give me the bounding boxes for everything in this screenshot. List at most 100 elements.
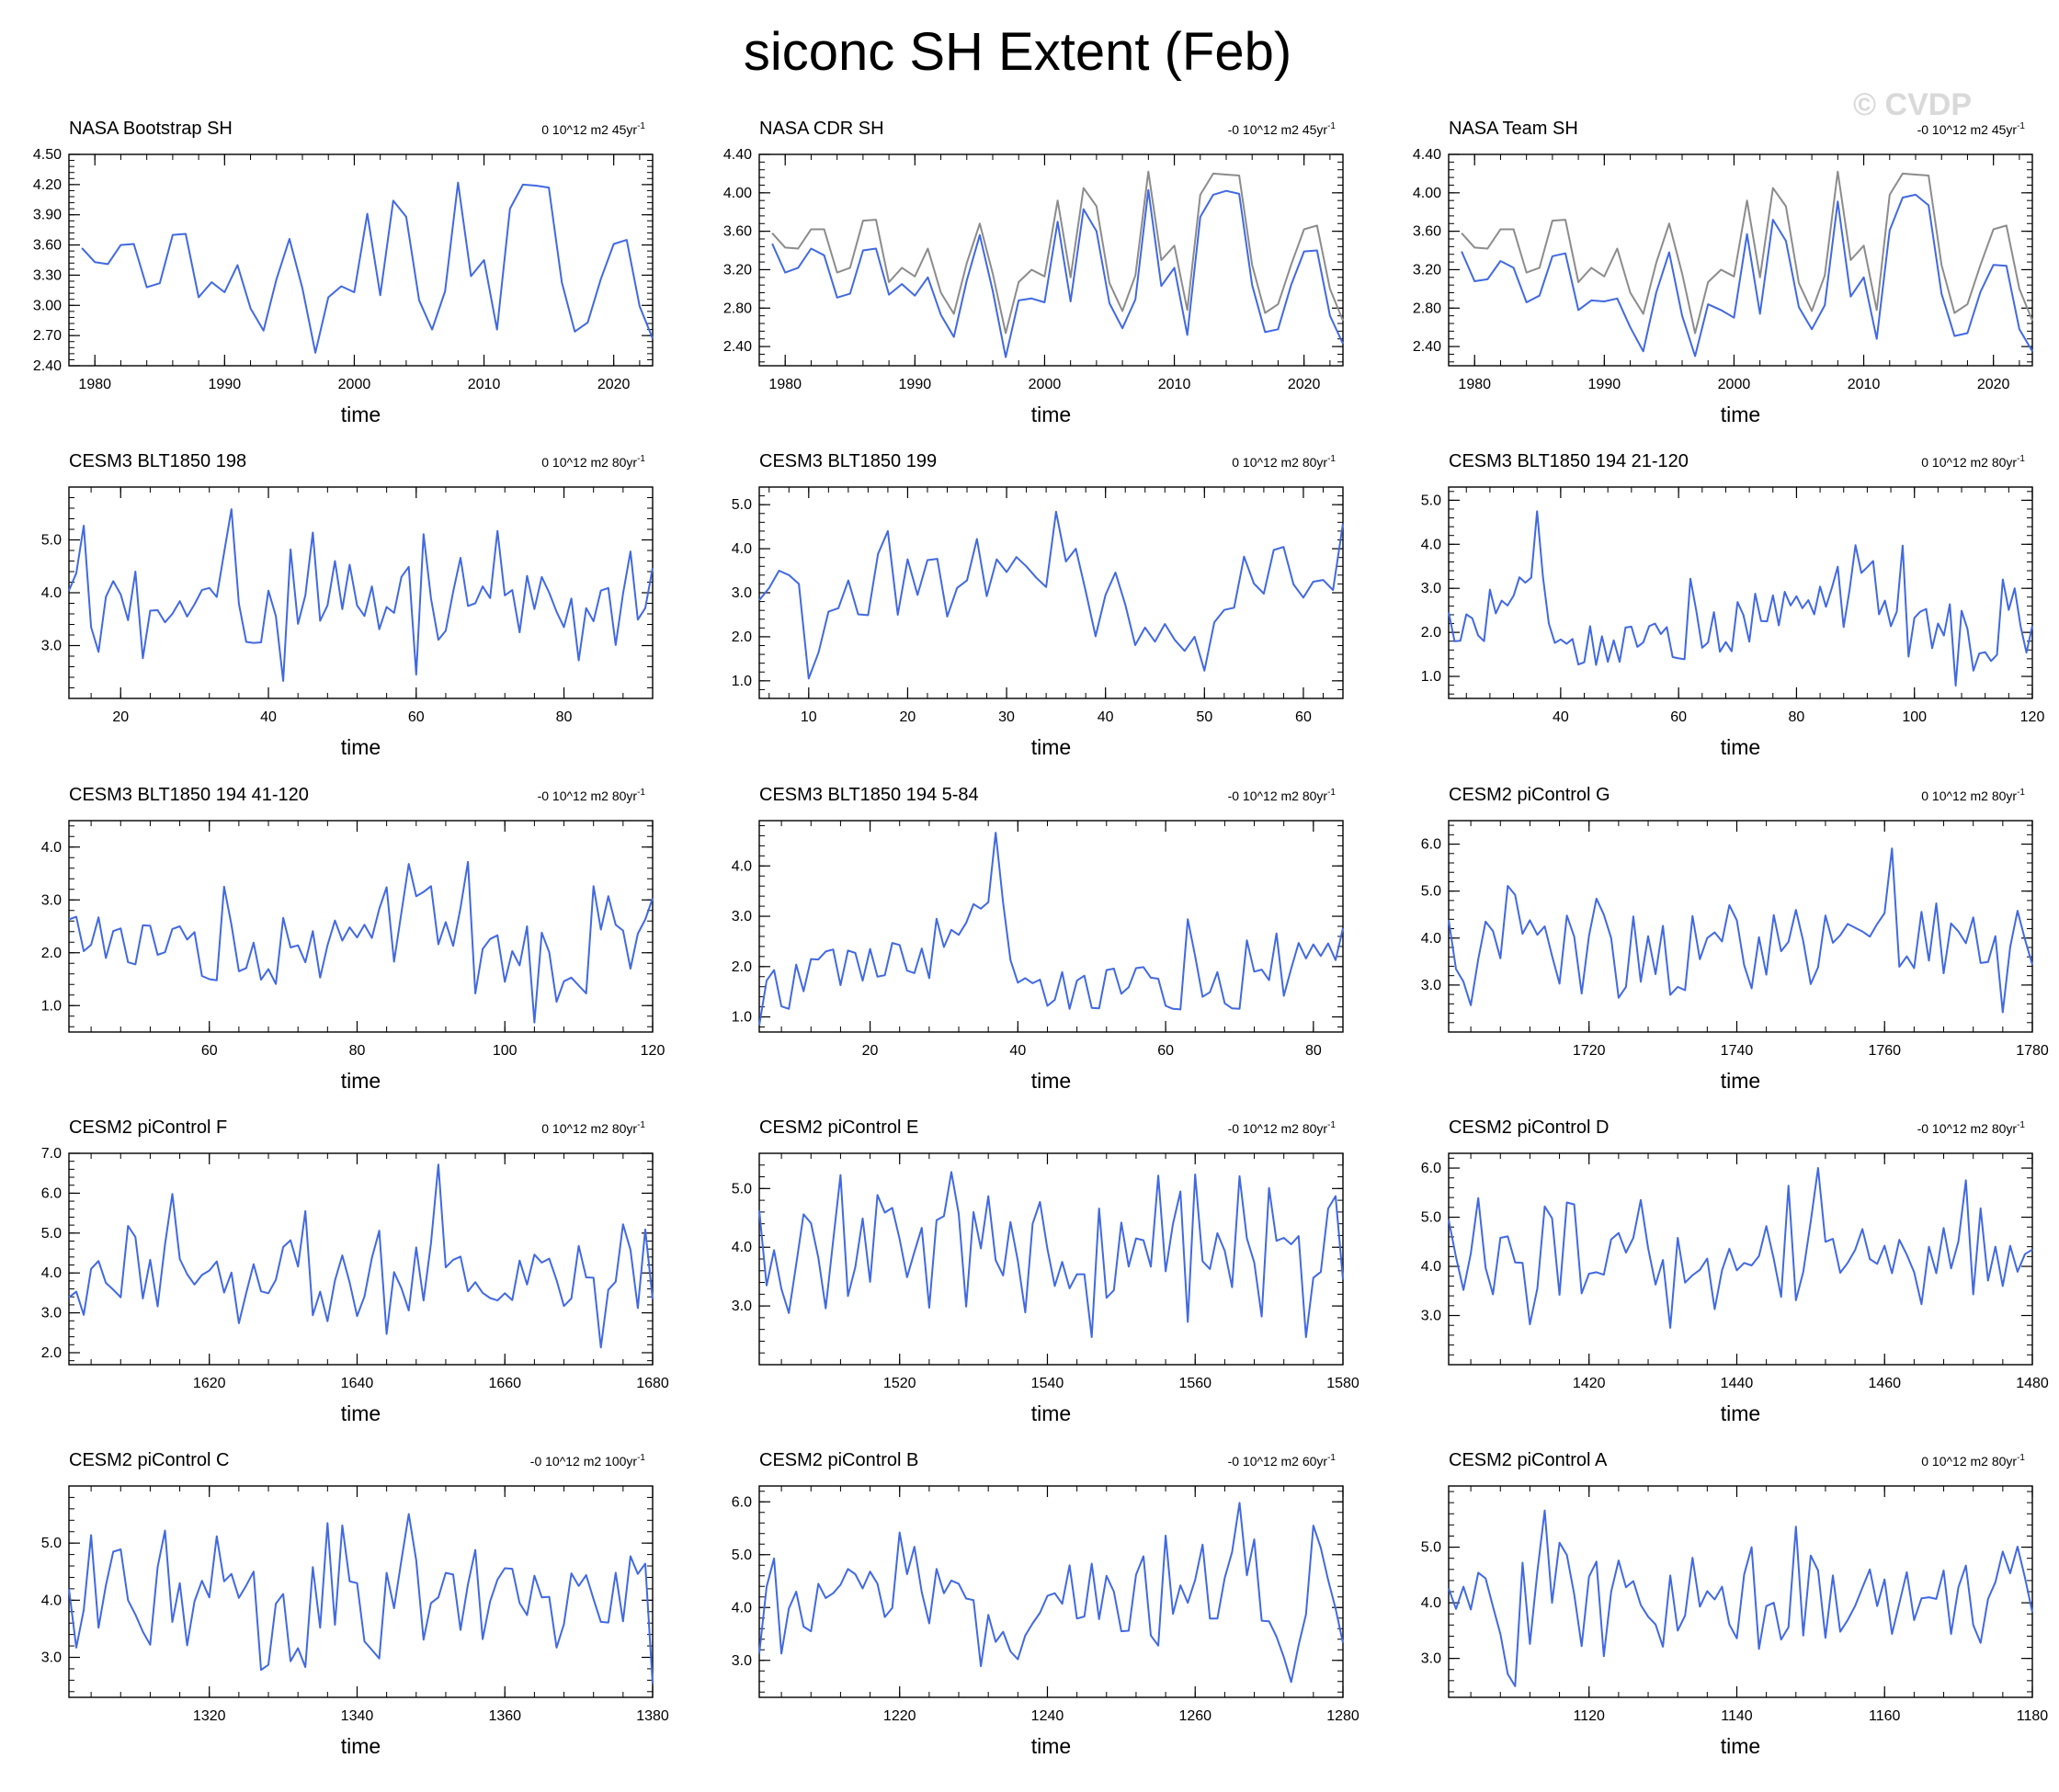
y-tick-label: 4.0	[732, 1600, 752, 1616]
y-tick-label: 4.0	[732, 1240, 752, 1255]
y-tick-label: 7.0	[41, 1146, 62, 1162]
x-axis-label: time	[1031, 403, 1071, 426]
y-tick-label: 3.60	[723, 224, 752, 240]
y-tick-label: 5.0	[1421, 493, 1441, 508]
plot-frame	[1448, 1152, 2033, 1366]
x-axis-label: time	[1721, 1069, 1760, 1093]
plot-frame	[68, 1152, 654, 1366]
series-line	[758, 510, 1344, 680]
x-tick-label: 1420	[1573, 1376, 1606, 1391]
x-tick-label: 1660	[488, 1376, 521, 1391]
panel-title: CESM2 piControl F	[69, 1117, 227, 1138]
chart-panel: CESM2 piControl B -0 10^12 m2 60yr-1 3.0 4.…	[732, 1450, 1359, 1758]
plot-frame	[68, 820, 654, 1033]
y-tick-label: 4.40	[1413, 147, 1441, 163]
x-tick-label: 60	[1295, 709, 1312, 725]
x-tick-label: 1480	[2016, 1376, 2049, 1391]
trend-label: -0 10^12 m2 80yr-1	[1917, 1120, 2026, 1136]
x-tick-label: 1990	[899, 377, 932, 392]
x-tick-label: 40	[1009, 1043, 1026, 1059]
y-tick-label: 3.0	[732, 1653, 752, 1669]
y-tick-label: 2.40	[1413, 339, 1441, 355]
x-axis-label: time	[341, 1734, 381, 1758]
panel-title: NASA Team SH	[1449, 119, 1578, 139]
y-tick-label: 3.0	[1421, 1309, 1441, 1324]
chart-panel: CESM2 piControl G 0 10^12 m2 80yr-1 3.0 4.0…	[1421, 785, 2049, 1093]
x-tick-label: 80	[1305, 1043, 1322, 1059]
trend-label: 0 10^12 m2 80yr-1	[1921, 454, 2025, 470]
y-tick-label: 3.0	[41, 639, 62, 654]
x-tick-label: 1740	[1721, 1043, 1754, 1059]
x-axis-label: time	[1031, 735, 1071, 759]
x-tick-label: 1680	[636, 1376, 669, 1391]
y-tick-label: 3.30	[33, 267, 62, 283]
y-tick-label: 5.0	[41, 1536, 62, 1551]
x-axis-label: time	[1721, 1734, 1760, 1758]
y-tick-label: 3.0	[41, 1650, 62, 1665]
x-axis-label: time	[341, 1401, 381, 1425]
trend-text: -0 10^12 m2 45yr	[1917, 122, 2018, 137]
y-tick-label: 3.0	[1421, 581, 1441, 596]
chart-panel: NASA Bootstrap SH 0 10^12 m2 45yr-1 2.40 2.…	[33, 119, 654, 426]
trend-exponent: -1	[2017, 454, 2025, 464]
trend-exponent: -1	[637, 454, 645, 464]
y-tick-label: 3.0	[41, 892, 62, 908]
x-tick-label: 1540	[1031, 1376, 1064, 1391]
chart-panel: CESM3 BLT1850 194 21-120 0 10^12 m2 80yr-…	[1421, 451, 2045, 759]
y-tick-label: 4.0	[41, 840, 62, 856]
x-tick-label: 1160	[1869, 1708, 1901, 1724]
x-tick-label: 1620	[193, 1376, 226, 1391]
series-line	[1461, 193, 2033, 357]
x-axis-label: time	[341, 403, 381, 426]
series-line	[68, 508, 654, 682]
trend-text: -0 10^12 m2 80yr	[538, 788, 638, 803]
x-tick-label: 10	[801, 709, 817, 725]
x-axis-label: time	[341, 1069, 381, 1093]
trend-text: 0 10^12 m2 80yr	[1921, 455, 2017, 470]
y-tick-label: 4.00	[723, 186, 752, 201]
trend-text: 0 10^12 m2 80yr	[1921, 1454, 2017, 1469]
x-tick-label: 1320	[193, 1708, 226, 1724]
x-tick-label: 120	[2020, 709, 2045, 725]
y-tick-label: 3.60	[1413, 224, 1441, 240]
x-tick-label: 1140	[1721, 1708, 1753, 1724]
x-axis-label: time	[341, 735, 381, 759]
x-tick-label: 80	[349, 1043, 366, 1059]
trend-label: 0 10^12 m2 80yr-1	[541, 454, 645, 470]
chart-panel: CESM2 piControl D -0 10^12 m2 80yr-1 3.0 4.…	[1421, 1117, 2049, 1425]
series-line	[1448, 1509, 2033, 1687]
y-tick-label: 6.0	[1421, 1161, 1441, 1176]
trend-text: -0 10^12 m2 100yr	[530, 1454, 638, 1469]
trend-label: 0 10^12 m2 45yr-1	[541, 121, 645, 137]
x-tick-label: 1640	[341, 1376, 374, 1391]
chart-panel: CESM2 piControl A 0 10^12 m2 80yr-1 3.0 4.0…	[1421, 1450, 2049, 1758]
series-line	[1448, 510, 2033, 687]
panel-title: CESM3 BLT1850 194 21-120	[1449, 451, 1689, 471]
y-tick-label: 5.0	[41, 1226, 62, 1242]
trend-exponent: -1	[1327, 121, 1336, 131]
trend-text: 0 10^12 m2 80yr	[541, 1121, 637, 1136]
trend-text: -0 10^12 m2 80yr	[1917, 1121, 2018, 1136]
y-tick-label: 3.20	[1413, 262, 1441, 278]
y-tick-label: 3.90	[33, 208, 62, 223]
x-tick-label: 2000	[1718, 377, 1751, 392]
y-tick-label: 2.40	[33, 358, 62, 374]
y-tick-label: 3.0	[732, 585, 752, 601]
watermark: © CVDP	[1853, 87, 1972, 122]
x-tick-label: 1990	[209, 377, 242, 392]
y-tick-label: 4.50	[33, 147, 62, 163]
y-tick-label: 4.00	[1413, 186, 1441, 201]
y-tick-label: 3.0	[1421, 1651, 1441, 1667]
x-tick-label: 60	[1670, 709, 1687, 725]
x-tick-label: 80	[1789, 709, 1805, 725]
y-tick-label: 6.0	[41, 1185, 62, 1201]
trend-text: 0 10^12 m2 80yr	[1232, 455, 1327, 470]
x-axis-label: time	[1721, 735, 1760, 759]
trend-exponent: -1	[2017, 1120, 2025, 1130]
y-tick-label: 1.0	[732, 674, 752, 689]
chart-panel: CESM2 piControl C -0 10^12 m2 100yr-1 3.0 4…	[41, 1450, 669, 1758]
y-tick-label: 5.0	[1421, 884, 1441, 900]
x-tick-label: 1990	[1588, 377, 1621, 392]
x-tick-label: 40	[1098, 709, 1114, 725]
trend-label: -0 10^12 m2 80yr-1	[1228, 788, 1337, 803]
